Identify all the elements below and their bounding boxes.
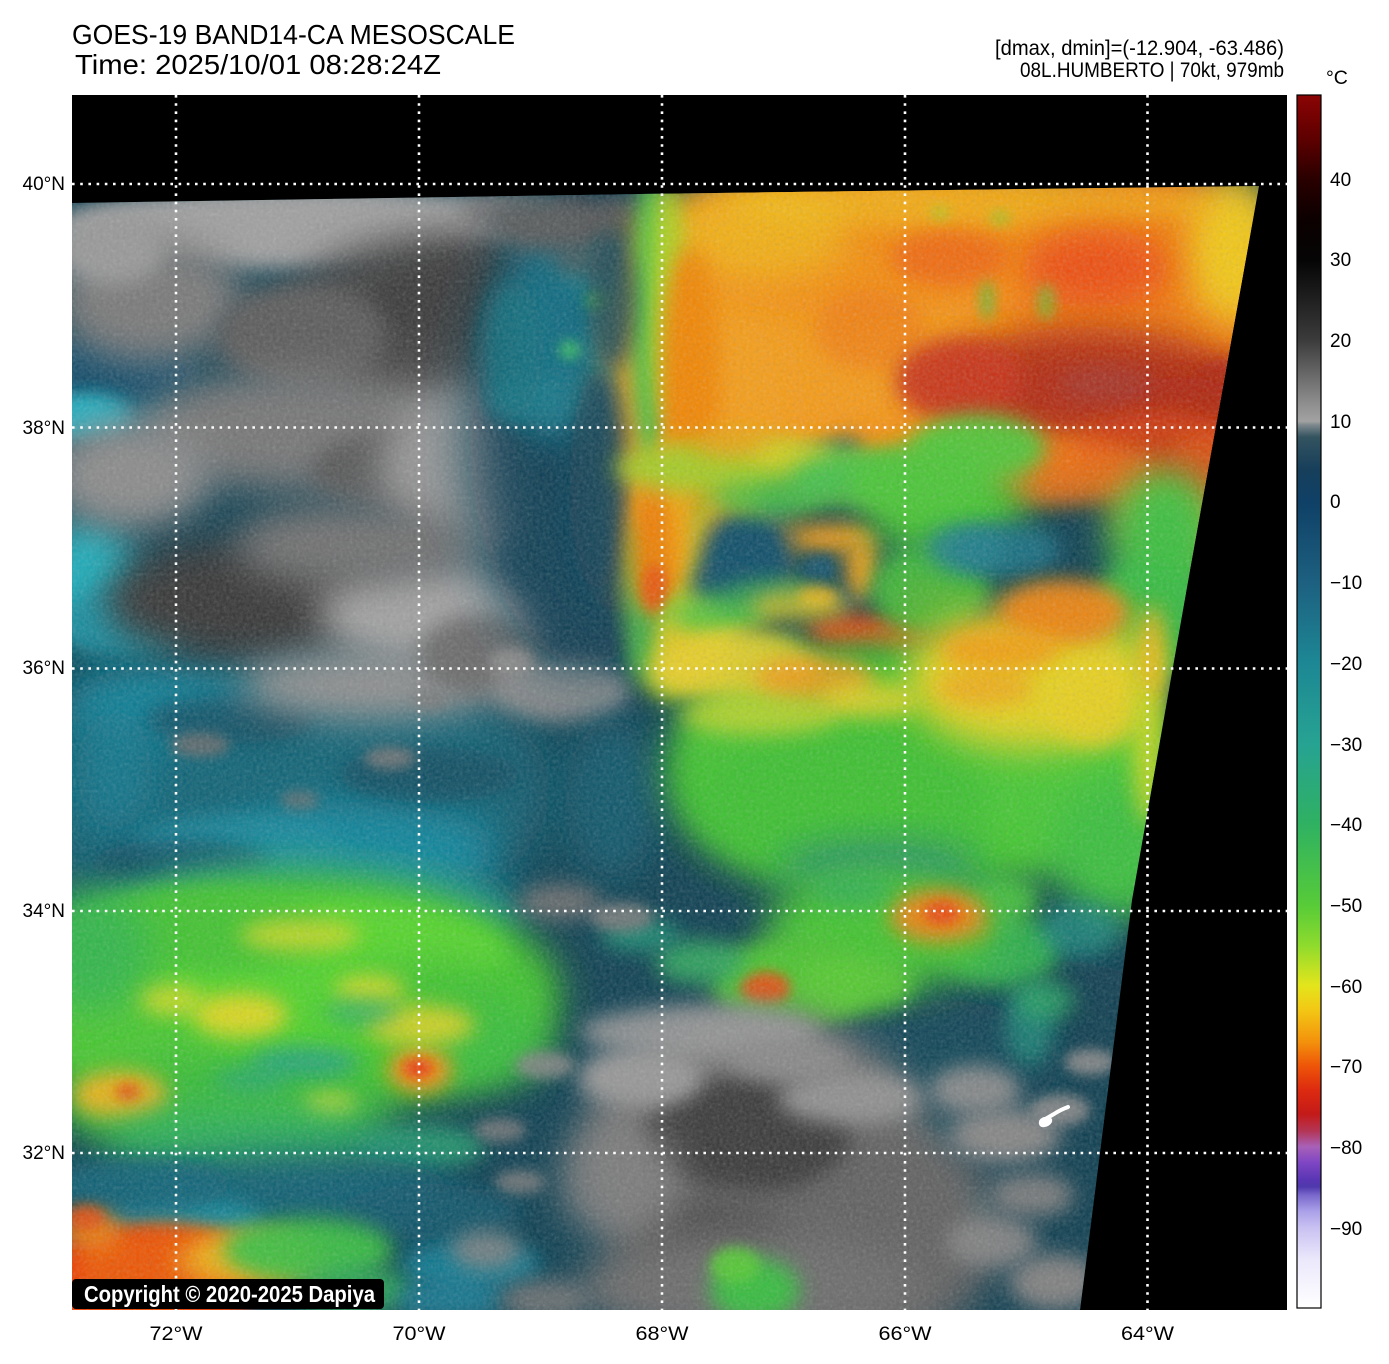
svg-text:Time: 2025/10/01 08:28:24Z: Time: 2025/10/01 08:28:24Z [75,49,441,80]
svg-text:08L.HUMBERTO | 70kt, 979mb: 08L.HUMBERTO | 70kt, 979mb [1020,59,1284,82]
svg-text:32°N: 32°N [23,1143,65,1164]
svg-text:−70: −70 [1330,1057,1362,1078]
svg-text:30: 30 [1330,250,1351,271]
svg-text:20: 20 [1330,331,1351,352]
svg-text:72°W: 72°W [150,1324,203,1345]
svg-text:Copyright © 2020-2025 Dapiya: Copyright © 2020-2025 Dapiya [84,1281,375,1307]
svg-text:−30: −30 [1330,735,1362,756]
svg-text:−40: −40 [1330,815,1362,836]
svg-text:70°W: 70°W [393,1324,446,1345]
svg-text:40: 40 [1330,170,1351,191]
svg-text:38°N: 38°N [23,418,65,439]
svg-text:°C: °C [1326,67,1348,89]
svg-text:0: 0 [1330,492,1341,513]
svg-text:64°W: 64°W [1121,1324,1174,1345]
svg-text:66°W: 66°W [879,1324,932,1345]
svg-text:68°W: 68°W [636,1324,689,1345]
svg-text:−10: −10 [1330,573,1362,594]
svg-text:−60: −60 [1330,977,1362,998]
svg-text:34°N: 34°N [23,901,65,922]
svg-text:40°N: 40°N [23,174,65,195]
svg-text:10: 10 [1330,412,1351,433]
svg-text:−90: −90 [1330,1219,1362,1240]
svg-text:−20: −20 [1330,654,1362,675]
svg-text:GOES-19 BAND14-CA MESOSCALE: GOES-19 BAND14-CA MESOSCALE [72,19,515,50]
svg-text:−80: −80 [1330,1138,1362,1159]
svg-text:36°N: 36°N [23,658,65,679]
svg-text:−50: −50 [1330,896,1362,917]
svg-text:[dmax, dmin]=(-12.904, -63.486: [dmax, dmin]=(-12.904, -63.486) [995,37,1284,60]
